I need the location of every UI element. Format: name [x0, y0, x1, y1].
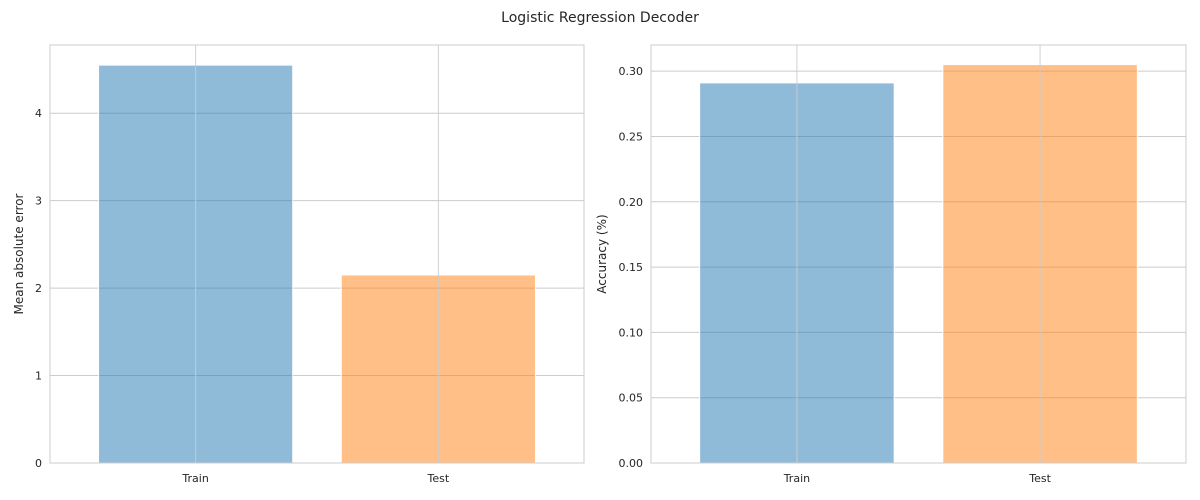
y-tick-label: 3 — [35, 195, 42, 208]
x-tick-label: Test — [427, 472, 450, 485]
y-tick-label: 0.10 — [619, 326, 644, 339]
y-tick-label: 0.30 — [619, 65, 644, 78]
y-tick-label: 2 — [35, 282, 42, 295]
y-tick-label: 0.25 — [619, 130, 644, 143]
y-tick-label: 4 — [35, 107, 42, 120]
y-tick-label: 0.15 — [619, 261, 644, 274]
mae-chart-panel: Mean absolute error 0 1 2 3 4 Train Test — [12, 44, 585, 485]
y-tick-label: 0.05 — [619, 392, 644, 405]
accuracy-chart-panel: Accuracy (%) 0.00 0.05 0.10 0.15 0.20 0.25 0.3… — [595, 44, 1187, 485]
y-axis-label: Mean absolute error — [12, 193, 26, 314]
y-tick-label: 1 — [35, 370, 42, 383]
y-tick-label: 0 — [35, 457, 42, 470]
y-tick-label: 0.00 — [619, 457, 644, 470]
figure-title: Logistic Regression Decoder — [501, 10, 699, 26]
axes-frame — [49, 44, 585, 464]
x-tick-label: Train — [783, 472, 810, 485]
axes-frame — [650, 44, 1187, 464]
y-axis-label: Accuracy (%) — [595, 214, 609, 293]
y-tick-label: 0.20 — [619, 196, 644, 209]
x-tick-label: Train — [181, 472, 208, 485]
x-tick-label: Test — [1028, 472, 1051, 485]
